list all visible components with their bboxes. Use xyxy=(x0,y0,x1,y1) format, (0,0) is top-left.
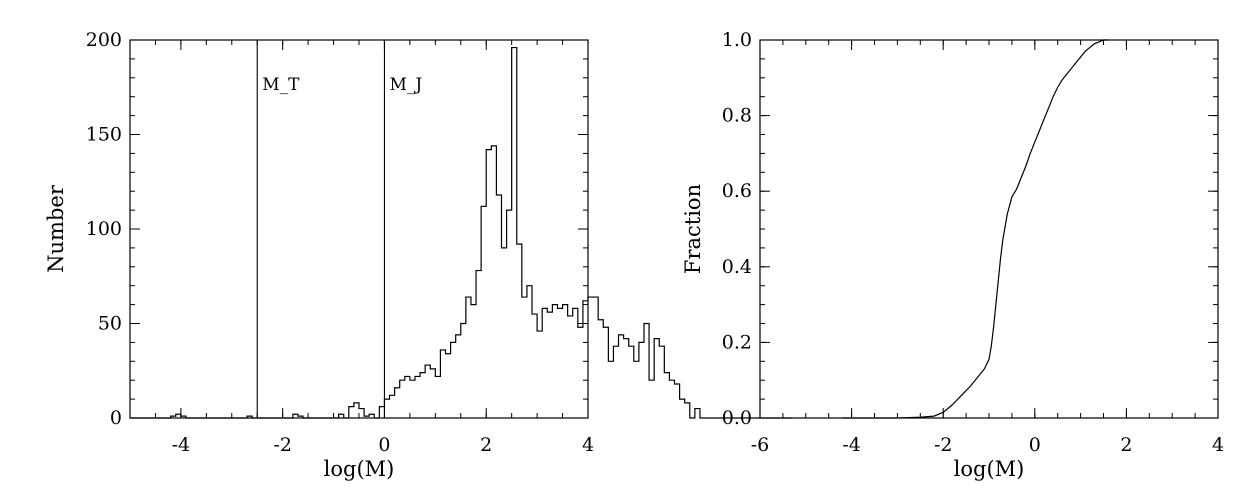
histogram-x-tick-label: 2 xyxy=(480,434,492,456)
histogram-y-tick-label: 100 xyxy=(86,218,122,240)
histogram-x-tick-label: 4 xyxy=(582,434,594,456)
cumulative-y-tick-label: 0.8 xyxy=(722,105,752,127)
histogram-y-tick-label: 0 xyxy=(110,407,122,429)
histogram-x-tick-label: 0 xyxy=(378,434,390,456)
histogram-y-axis-label: Number xyxy=(44,184,68,273)
histogram-panel: -4 -2 0 2 4 0 50 100 150 200 M_T M_J log(M) Numbe… xyxy=(44,29,792,481)
cumulative-x-axis-label: log(M) xyxy=(954,457,1025,481)
reference-label-m-t: M_T xyxy=(262,75,300,95)
histogram-y-tick-label: 150 xyxy=(86,124,122,146)
cumulative-y-axis-label: Fraction xyxy=(681,184,705,274)
cumulative-x-tick-label: 4 xyxy=(1212,434,1224,456)
cumulative-x-tick-label: -6 xyxy=(751,434,770,456)
histogram-y-tick-label: 50 xyxy=(98,313,122,335)
histogram-step-line xyxy=(130,46,792,419)
histogram-y-tick-label: 200 xyxy=(86,29,122,51)
histogram-y-tick-labels: 0 50 100 150 200 xyxy=(86,29,122,429)
cumulative-plot-frame xyxy=(759,39,1219,419)
histogram-reference-lines: M_T M_J xyxy=(256,40,422,418)
cumulative-panel: -6 -4 -2 0 2 4 0.0 0.2 0.4 0.6 0.8 1.0 log(M) Frac… xyxy=(681,29,1224,481)
histogram-x-tick-label: -2 xyxy=(273,434,292,456)
cumulative-fraction-line xyxy=(842,39,1109,419)
histogram-x-axis-label: log(M) xyxy=(324,457,395,481)
cumulative-x-tick-label: 2 xyxy=(1120,434,1132,456)
cumulative-y-tick-label: 0.4 xyxy=(722,256,752,278)
cumulative-y-tick-label: 0.6 xyxy=(722,180,752,202)
reference-label-m-j: M_J xyxy=(389,75,422,95)
histogram-ticks xyxy=(129,39,589,419)
cumulative-ticks xyxy=(759,39,1219,419)
histogram-x-tick-label: -4 xyxy=(172,434,191,456)
cumulative-y-tick-label: 0.2 xyxy=(722,331,752,353)
cumulative-x-tick-labels: -6 -4 -2 0 2 4 xyxy=(751,434,1224,456)
cumulative-y-tick-label: 0.0 xyxy=(722,407,752,429)
cumulative-x-tick-label: 0 xyxy=(1029,434,1041,456)
cumulative-y-tick-label: 1.0 xyxy=(722,29,752,51)
cumulative-y-tick-labels: 0.0 0.2 0.4 0.6 0.8 1.0 xyxy=(722,29,752,429)
histogram-x-tick-labels: -4 -2 0 2 4 xyxy=(172,434,594,456)
cumulative-x-tick-label: -2 xyxy=(934,434,953,456)
histogram-plot-frame xyxy=(129,39,589,419)
cumulative-x-tick-label: -4 xyxy=(842,434,861,456)
